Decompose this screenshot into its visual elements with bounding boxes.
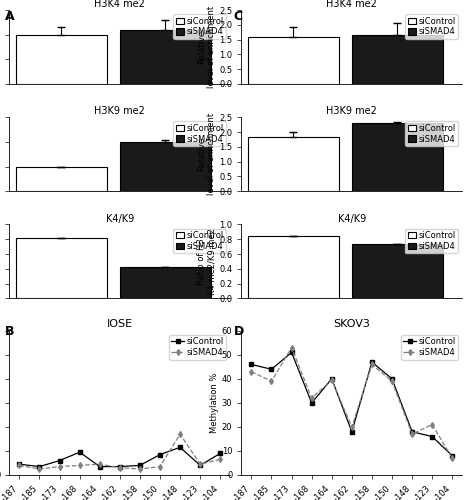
Title: K4/K9: K4/K9 <box>338 214 366 224</box>
Title: IOSE: IOSE <box>107 318 133 328</box>
siControl <box>157 452 163 458</box>
Bar <box>248 37 339 84</box>
siControl <box>369 359 375 365</box>
Y-axis label: Relative
level of enrichment: Relative level of enrichment <box>197 6 216 88</box>
siControl <box>117 464 123 469</box>
Title: H3K4 me2: H3K4 me2 <box>94 0 145 9</box>
siControl <box>17 461 22 467</box>
siSMAD4 <box>429 422 435 428</box>
Text: D: D <box>234 325 244 338</box>
Title: K4/K9: K4/K9 <box>106 214 134 224</box>
siSMAD4 <box>177 431 183 437</box>
Title: H3K4 me2: H3K4 me2 <box>326 0 377 9</box>
siSMAD4 <box>369 362 375 368</box>
siSMAD4 <box>17 462 22 468</box>
Line: siSMAD4: siSMAD4 <box>249 346 454 461</box>
Text: A: A <box>5 10 14 23</box>
Title: H3K9 me2: H3K9 me2 <box>326 106 377 117</box>
Title: SKOV3: SKOV3 <box>333 318 370 328</box>
Y-axis label: Ratio of H3
K4 me2/K9 me2: Ratio of H3 K4 me2/K9 me2 <box>197 228 216 295</box>
Bar <box>352 244 443 298</box>
Bar <box>352 122 443 191</box>
Legend: siControl, siSMAD4: siControl, siSMAD4 <box>405 122 458 146</box>
Y-axis label: Methylation %: Methylation % <box>210 372 219 433</box>
siControl <box>289 350 294 356</box>
siSMAD4 <box>218 456 223 462</box>
Text: C: C <box>234 10 243 23</box>
siControl <box>57 458 63 464</box>
siControl <box>177 444 183 450</box>
siControl <box>429 434 435 440</box>
Bar <box>248 138 339 191</box>
Legend: siControl, siSMAD4: siControl, siSMAD4 <box>405 14 458 39</box>
siControl <box>248 362 254 368</box>
Line: siSMAD4: siSMAD4 <box>17 432 222 471</box>
siControl <box>309 400 314 406</box>
siControl <box>349 428 354 434</box>
siSMAD4 <box>37 466 42 472</box>
siControl <box>409 428 415 434</box>
Legend: siControl, siSMAD4: siControl, siSMAD4 <box>169 335 226 359</box>
siSMAD4 <box>289 344 294 350</box>
siControl <box>137 462 143 468</box>
siControl <box>329 376 334 382</box>
Y-axis label: Relative
level of enrichment: Relative level of enrichment <box>197 113 216 195</box>
siControl <box>77 449 83 455</box>
siSMAD4 <box>57 464 63 469</box>
Line: siControl: siControl <box>249 350 454 458</box>
siSMAD4 <box>389 378 395 384</box>
Bar <box>120 30 211 84</box>
siSMAD4 <box>349 424 354 430</box>
Legend: siControl, siSMAD4: siControl, siSMAD4 <box>173 122 226 146</box>
Bar <box>16 238 107 298</box>
siSMAD4 <box>329 377 334 383</box>
siSMAD4 <box>77 462 83 468</box>
siControl <box>218 450 223 456</box>
Bar <box>120 142 211 191</box>
Title: H3K9 me2: H3K9 me2 <box>94 106 145 117</box>
siControl <box>269 366 274 372</box>
siSMAD4 <box>157 464 163 469</box>
siSMAD4 <box>117 465 123 471</box>
Legend: siControl, siSMAD4: siControl, siSMAD4 <box>173 228 226 254</box>
siSMAD4 <box>248 368 254 374</box>
Text: B: B <box>5 325 14 338</box>
Bar <box>16 34 107 84</box>
Legend: siControl, siSMAD4: siControl, siSMAD4 <box>405 228 458 254</box>
siControl <box>97 464 103 469</box>
siSMAD4 <box>198 461 203 467</box>
siSMAD4 <box>137 466 143 472</box>
siControl <box>37 464 42 469</box>
Bar <box>352 35 443 84</box>
siSMAD4 <box>409 431 415 437</box>
Bar <box>248 236 339 298</box>
Legend: siControl, siSMAD4: siControl, siSMAD4 <box>173 14 226 39</box>
siSMAD4 <box>449 455 455 461</box>
Legend: siControl, siSMAD4: siControl, siSMAD4 <box>401 335 458 359</box>
siSMAD4 <box>97 461 103 467</box>
siSMAD4 <box>309 395 314 401</box>
Line: siControl: siControl <box>17 446 222 468</box>
Bar <box>16 168 107 191</box>
siControl <box>198 462 203 468</box>
siControl <box>389 376 395 382</box>
Bar <box>120 268 211 298</box>
siControl <box>449 453 455 459</box>
siSMAD4 <box>269 378 274 384</box>
